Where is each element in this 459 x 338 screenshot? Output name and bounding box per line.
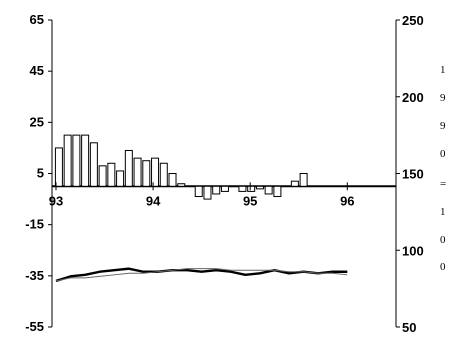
bar xyxy=(54,147,63,187)
bars-group xyxy=(54,134,308,200)
bar xyxy=(247,185,256,192)
bar xyxy=(142,160,151,187)
side-label: 0 xyxy=(440,148,446,160)
bar xyxy=(159,162,168,187)
bar xyxy=(264,185,273,195)
side-label: 9 xyxy=(440,120,446,132)
bar xyxy=(133,157,142,187)
bar xyxy=(299,173,308,187)
x-tick-label: 96 xyxy=(340,193,354,208)
right-tick-label: 50 xyxy=(402,320,416,335)
bar xyxy=(255,185,264,190)
thin-series-line xyxy=(55,268,348,282)
side-label: = xyxy=(440,178,446,190)
bar xyxy=(81,134,90,187)
side-labels: 1 9 9 0 = 1 0 0 xyxy=(440,64,446,273)
right-tick-label: 150 xyxy=(402,167,424,182)
side-label: 0 xyxy=(440,261,446,273)
bar xyxy=(116,170,125,187)
left-tick-label: -55 xyxy=(25,319,44,334)
bar xyxy=(273,185,282,198)
bar xyxy=(124,149,133,187)
bar xyxy=(220,185,229,192)
left-tick-label: 25 xyxy=(30,114,44,129)
left-tick-label: 65 xyxy=(30,12,44,27)
bar xyxy=(290,180,299,187)
bar xyxy=(238,185,247,192)
right-tick-label: 200 xyxy=(402,90,424,105)
x-axis: 93 94 95 96 xyxy=(49,182,355,208)
x-tick-label: 95 xyxy=(243,193,257,208)
bar xyxy=(177,183,186,187)
x-tick-label: 94 xyxy=(146,193,161,208)
side-label: 1 xyxy=(440,64,446,76)
bar xyxy=(151,157,160,187)
left-tick-label: -35 xyxy=(25,268,44,283)
left-tick-label: 5 xyxy=(37,166,44,181)
side-label: 1 xyxy=(440,206,446,218)
x-tick-label: 93 xyxy=(49,193,63,208)
bar xyxy=(168,173,177,187)
right-tick-label: 100 xyxy=(402,243,424,258)
bar xyxy=(194,185,203,198)
thick-series-line xyxy=(55,267,348,283)
bar xyxy=(107,162,116,187)
bar xyxy=(89,142,98,187)
bar xyxy=(72,134,81,187)
bar xyxy=(63,134,72,187)
left-tick-label: -15 xyxy=(25,217,44,232)
left-tick-label: 45 xyxy=(30,63,44,78)
right-tick-label: 250 xyxy=(402,13,424,28)
side-label: 0 xyxy=(440,234,446,246)
bar xyxy=(212,185,221,195)
side-label: 9 xyxy=(440,92,446,104)
bar xyxy=(98,165,107,187)
left-axis: 65 45 25 5 -15 -35 -55 xyxy=(25,12,52,334)
line-group xyxy=(55,267,348,283)
bar xyxy=(203,185,212,200)
right-axis: 250 200 150 100 50 xyxy=(396,13,424,335)
